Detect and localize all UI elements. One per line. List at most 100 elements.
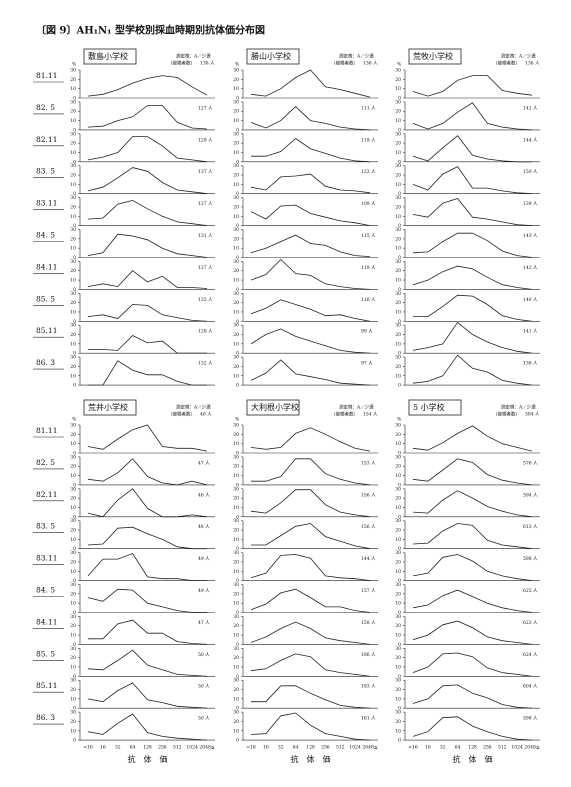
y-tick-label: 0 xyxy=(236,96,239,102)
n-label: 594 人 xyxy=(523,492,538,498)
distribution-line xyxy=(250,328,371,354)
n-label: 140 人 xyxy=(523,297,538,303)
y-unit: % xyxy=(235,62,240,68)
y-tick-label: 30 xyxy=(70,710,76,716)
distribution-line xyxy=(251,137,371,163)
y-tick-label: 20 xyxy=(395,687,401,693)
distribution-line xyxy=(250,712,371,741)
n-label: 109 人 xyxy=(361,201,376,207)
period-label: 84. 5 xyxy=(36,586,55,595)
n-label: 144 人 xyxy=(361,556,376,562)
period-label: 85. 5 xyxy=(36,294,55,303)
y-tick-label: 10 xyxy=(70,601,76,607)
y-tick-label: 10 xyxy=(70,633,76,639)
y-tick-label: 0 xyxy=(398,482,401,488)
distribution-line xyxy=(250,489,371,518)
distribution-line xyxy=(412,425,533,452)
y-tick-label: 20 xyxy=(395,236,401,242)
school-name: 荒牧小学校 xyxy=(413,51,453,61)
period-label: 81.11 xyxy=(36,71,57,80)
y-tick-label: 20 xyxy=(70,300,76,306)
distribution-line xyxy=(250,621,371,645)
period-label: 82. 5 xyxy=(36,458,55,467)
n-label: 132 人 xyxy=(198,297,213,303)
x-tick-label: <16 xyxy=(408,745,418,751)
y-tick-label: 30 xyxy=(70,323,76,329)
x-tick-label: 256 xyxy=(483,745,492,751)
y-tick-label: 0 xyxy=(236,223,239,229)
y-tick-label: 20 xyxy=(70,719,76,725)
y-tick-label: 10 xyxy=(233,373,239,379)
distribution-line xyxy=(413,294,533,322)
distribution-line xyxy=(250,258,371,290)
y-tick-label: 10 xyxy=(395,86,401,92)
y-tick-label: 10 xyxy=(70,214,76,220)
y-tick-label: 10 xyxy=(233,309,239,315)
y-tick-label: 30 xyxy=(233,68,239,74)
period-label: 86. 3 xyxy=(36,713,55,722)
y-tick-label: 10 xyxy=(395,441,401,447)
n-label: 157 人 xyxy=(361,588,376,594)
y-tick-label: 0 xyxy=(398,351,401,357)
y-tick-label: 20 xyxy=(233,432,239,438)
x-tick-label: 16 xyxy=(263,745,269,751)
y-tick-label: 10 xyxy=(395,373,401,379)
y-tick-label: 0 xyxy=(398,451,401,457)
distribution-line xyxy=(412,321,533,354)
y-tick-label: 30 xyxy=(395,710,401,716)
y-tick-label: 0 xyxy=(236,610,239,616)
y-tick-label: 10 xyxy=(70,278,76,284)
y-tick-label: 30 xyxy=(395,614,401,620)
figure-title: 〔図 9〕AH₁N₁ 型学校別採血時期別抗体価分布図 xyxy=(36,24,265,37)
x-tick-label: 1024 xyxy=(349,745,361,751)
n-label: 142 人 xyxy=(523,265,538,271)
y-tick-label: 30 xyxy=(70,646,76,652)
distribution-line xyxy=(87,588,207,613)
y-tick-label: 0 xyxy=(236,255,239,261)
y-tick-label: 30 xyxy=(395,68,401,74)
distribution-line xyxy=(87,424,208,452)
y-tick-label: 20 xyxy=(233,559,239,565)
n-label: 625 人 xyxy=(523,588,538,594)
y-tick-label: 10 xyxy=(70,569,76,575)
y-tick-label: 10 xyxy=(395,569,401,575)
x-tick-label: 128 xyxy=(306,745,315,751)
y-tick-label: 30 xyxy=(233,550,239,556)
y-tick-label: 20 xyxy=(70,591,76,597)
x-tick-label: 2048≦ xyxy=(524,745,539,751)
y-tick-label: 20 xyxy=(233,591,239,597)
n-label: 138 人 xyxy=(200,61,215,67)
distribution-line xyxy=(250,653,371,677)
y-tick-label: 0 xyxy=(398,383,401,389)
n-label: 623 人 xyxy=(523,620,538,626)
school-box xyxy=(83,399,137,416)
y-tick-label: 10 xyxy=(70,309,76,315)
distribution-line xyxy=(87,233,208,258)
y-tick-label: 10 xyxy=(233,182,239,188)
x-tick-label: 32 xyxy=(115,745,121,751)
distribution-line xyxy=(251,523,371,550)
n-label: 576 人 xyxy=(523,460,538,466)
y-tick-label: 20 xyxy=(233,719,239,725)
y-tick-label: 0 xyxy=(236,383,239,389)
y-tick-label: 0 xyxy=(73,96,76,102)
period-label: 84. 5 xyxy=(36,231,55,240)
y-tick-label: 0 xyxy=(73,159,76,165)
y-tick-label: 20 xyxy=(233,464,239,470)
count-note: （被検者数） xyxy=(331,60,358,67)
y-tick-label: 30 xyxy=(70,68,76,74)
y-tick-label: 20 xyxy=(233,623,239,629)
distribution-line xyxy=(250,173,371,194)
y-tick-label: 30 xyxy=(395,454,401,460)
n-label: 161 人 xyxy=(361,716,376,722)
strain-note: 測定株：A／少連 xyxy=(501,404,536,411)
y-tick-label: 10 xyxy=(70,473,76,479)
y-tick-label: 30 xyxy=(233,355,239,361)
y-tick-label: 0 xyxy=(73,578,76,584)
y-tick-label: 20 xyxy=(395,591,401,597)
y-tick-label: 10 xyxy=(233,118,239,124)
distribution-line xyxy=(87,458,208,486)
y-tick-label: 20 xyxy=(70,268,76,274)
period-label: 85.11 xyxy=(36,681,57,690)
y-tick-label: 0 xyxy=(398,319,401,325)
